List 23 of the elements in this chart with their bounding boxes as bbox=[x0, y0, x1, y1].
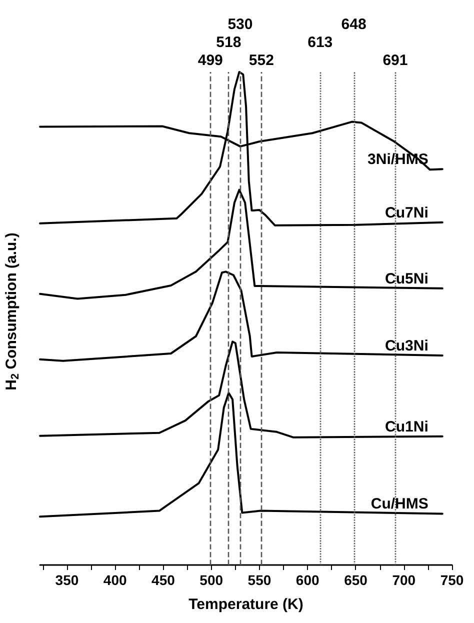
ref-line-label: 518 bbox=[216, 34, 242, 51]
series-label: Cu/HMS bbox=[370, 496, 428, 513]
x-tick-label: 450 bbox=[152, 572, 176, 588]
x-tick-label: 350 bbox=[55, 572, 79, 588]
series-label: Cu7Ni bbox=[385, 204, 428, 222]
x-tick-label: 750 bbox=[440, 572, 464, 588]
x-tick-label: 550 bbox=[248, 572, 272, 588]
series-label: Cu5Ni bbox=[385, 270, 428, 288]
x-tick-label: 700 bbox=[392, 572, 416, 588]
x-axis-title: Temperature (K) bbox=[188, 596, 304, 613]
x-tick-label: 600 bbox=[296, 572, 320, 588]
x-tick-label: 650 bbox=[344, 572, 368, 588]
ref-line-label: 691 bbox=[382, 52, 408, 69]
y-axis-title: H2 Consumption (a.u.) bbox=[3, 232, 22, 390]
ref-line-label: 613 bbox=[308, 34, 333, 51]
ref-line-label: 499 bbox=[198, 52, 223, 69]
ref-line-label: 552 bbox=[248, 52, 274, 69]
ref-line-label: 530 bbox=[228, 16, 253, 33]
x-tick-label: 500 bbox=[200, 572, 224, 588]
series-label: Cu1Ni bbox=[385, 418, 428, 436]
ref-line-label: 648 bbox=[341, 16, 366, 33]
series-label: Cu3Ni bbox=[385, 337, 428, 354]
x-tick-label: 400 bbox=[103, 572, 127, 588]
